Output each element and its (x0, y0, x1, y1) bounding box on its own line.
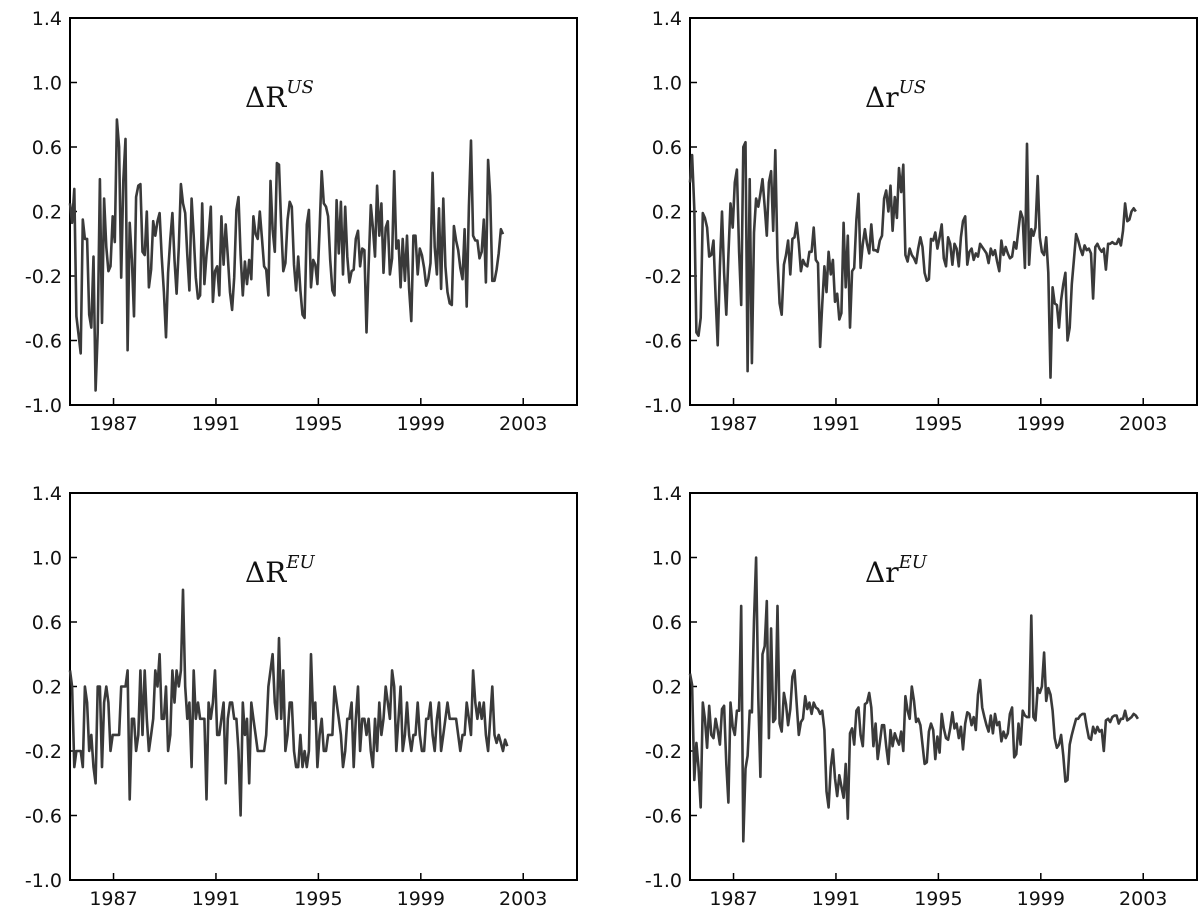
y-tick-label: 0.6 (32, 137, 62, 159)
x-tick-label: 1991 (812, 888, 860, 910)
y-tick-label: -0.6 (25, 331, 62, 353)
y-tick-label: 1.0 (652, 548, 682, 570)
chart-title: ΔREU (245, 552, 315, 589)
series-line (68, 588, 509, 817)
y-tick-label: -0.2 (25, 266, 62, 288)
chart-title-superscript: US (286, 77, 314, 98)
chart-svg: 1.4 1.0 0.6 0.2 -0.2 -0.6 -1.0 1987 1991 1995 1999… (25, 483, 578, 910)
x-tick-label: 2003 (1119, 413, 1167, 435)
x-tick-label: 1995 (914, 888, 962, 910)
chart-title: ΔrEU (865, 552, 928, 589)
y-tick-label: -1.0 (25, 395, 62, 417)
x-tick-label: 1987 (89, 413, 137, 435)
x-tick-label: 1995 (914, 413, 962, 435)
chart-svg: 1.4 1.0 0.6 0.2 -0.2 -0.6 -1.0 1987 1991 1995 1999… (645, 8, 1198, 435)
chart-title-main: Δr (865, 556, 899, 589)
chart-panel-delta-r-EU: 1.4 1.0 0.6 0.2 -0.2 -0.6 -1.0 1987 1991 1995 1999… (620, 475, 1201, 910)
y-tick-label: 1.4 (652, 8, 682, 30)
y-tick-label: -0.6 (645, 806, 682, 828)
y-tick-label: -0.2 (645, 266, 682, 288)
y-tick-label: 0.2 (32, 677, 62, 699)
chart-title-superscript: EU (898, 552, 928, 573)
chart-panel-delta-R-US: 1.4 1.0 0.6 0.2 -0.2 -0.6 -1.0 1987 1991 1995 1999… (0, 0, 581, 435)
chart-title: ΔRUS (245, 77, 314, 114)
x-tick-label: 1995 (294, 888, 342, 910)
x-tick-label: 1999 (397, 888, 445, 910)
series-line (688, 140, 1137, 379)
series-line (688, 556, 1139, 843)
y-tick-label: 1.0 (32, 73, 62, 95)
y-tick-label: 1.4 (652, 483, 682, 505)
y-tick-label: -1.0 (645, 870, 682, 892)
y-tick-label: 1.0 (32, 548, 62, 570)
y-tick-label: -1.0 (645, 395, 682, 417)
y-tick-label: -1.0 (25, 870, 62, 892)
chart-panel-delta-R-EU: 1.4 1.0 0.6 0.2 -0.2 -0.6 -1.0 1987 1991 1995 1999… (0, 475, 581, 910)
y-tick-label: -0.6 (645, 331, 682, 353)
y-tick-label: 0.6 (652, 612, 682, 634)
x-tick-label: 1991 (812, 413, 860, 435)
x-tick-label: 1999 (397, 413, 445, 435)
x-tick-label: 1995 (294, 413, 342, 435)
chart-title: ΔrUS (865, 77, 926, 114)
chart-title-main: ΔR (245, 556, 287, 589)
x-tick-label: 2003 (499, 888, 547, 910)
y-tick-label: 0.6 (652, 137, 682, 159)
y-tick-label: -0.6 (25, 806, 62, 828)
x-tick-label: 1991 (192, 888, 240, 910)
y-tick-label: 0.2 (652, 677, 682, 699)
y-tick-label: 0.2 (652, 202, 682, 224)
x-tick-label: 1987 (89, 888, 137, 910)
chart-title-main: ΔR (245, 81, 287, 114)
y-tick-label: 0.2 (32, 202, 62, 224)
chart-title-superscript: US (899, 77, 927, 98)
x-tick-label: 1987 (709, 888, 757, 910)
y-tick-label: 0.6 (32, 612, 62, 634)
chart-title-main: Δr (865, 81, 899, 114)
x-tick-label: 2003 (1119, 888, 1167, 910)
x-tick-label: 1999 (1017, 413, 1065, 435)
y-tick-label: 1.4 (32, 483, 62, 505)
y-tick-label: 1.4 (32, 8, 62, 30)
x-tick-label: 1999 (1017, 888, 1065, 910)
y-tick-label: -0.2 (25, 741, 62, 763)
chart-panel-delta-r-US: 1.4 1.0 0.6 0.2 -0.2 -0.6 -1.0 1987 1991 1995 1999… (620, 0, 1201, 435)
chart-title-superscript: EU (285, 552, 315, 573)
x-tick-label: 1987 (709, 413, 757, 435)
plot-frame (689, 492, 1198, 881)
y-tick-label: 1.0 (652, 73, 682, 95)
chart-svg: 1.4 1.0 0.6 0.2 -0.2 -0.6 -1.0 1987 1991 1995 1999… (25, 8, 578, 435)
chart-svg: 1.4 1.0 0.6 0.2 -0.2 -0.6 -1.0 1987 1991 1995 1999… (645, 483, 1198, 910)
x-tick-label: 2003 (499, 413, 547, 435)
x-tick-label: 1991 (192, 413, 240, 435)
series-line (68, 118, 505, 392)
y-tick-label: -0.2 (645, 741, 682, 763)
